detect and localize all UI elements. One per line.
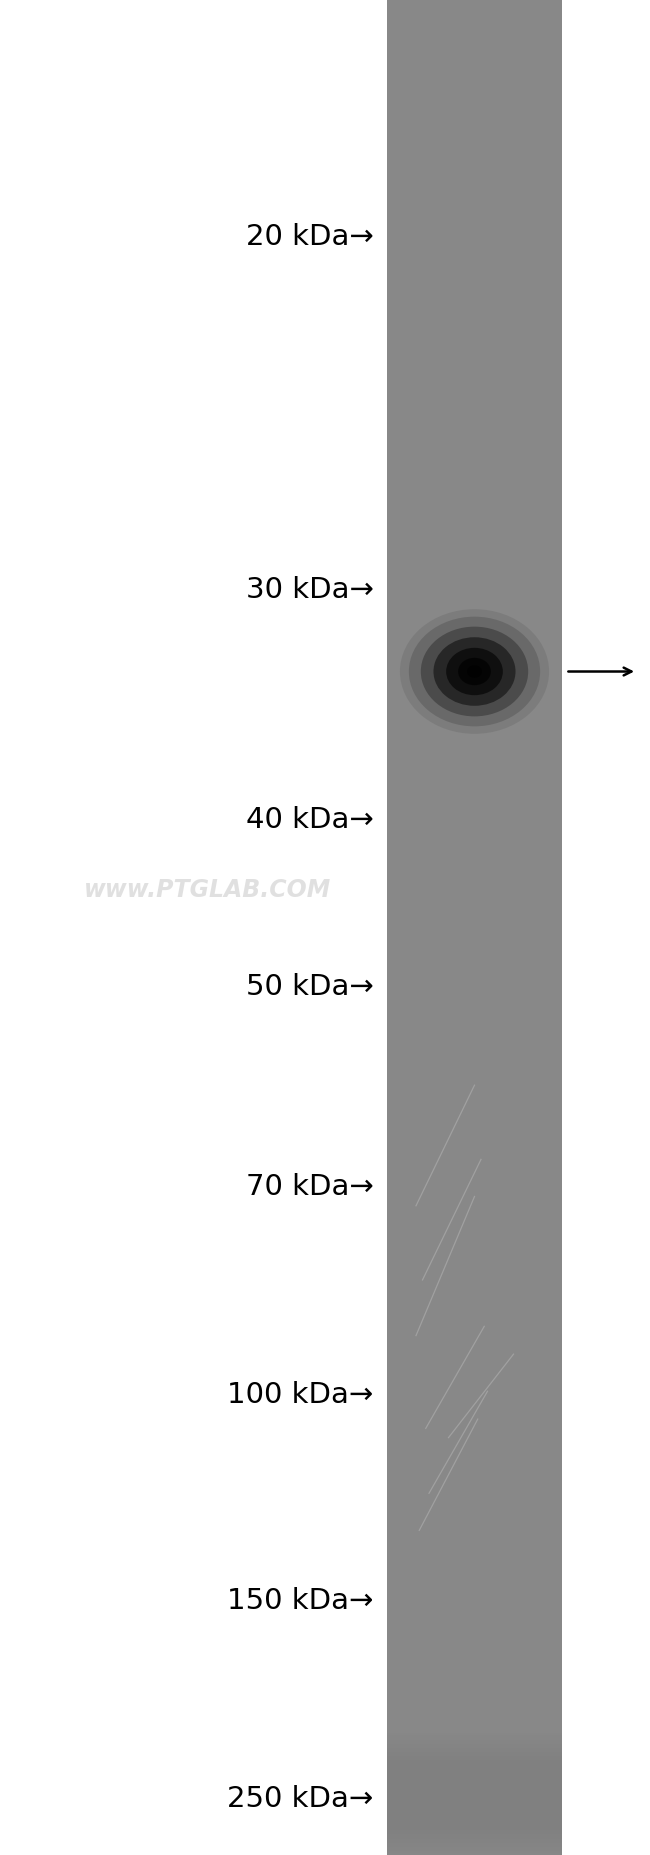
Text: 100 kDa→: 100 kDa→ [227,1380,374,1410]
Bar [387,1760,562,1822]
Ellipse shape [467,666,482,677]
Bar [387,1775,562,1836]
Ellipse shape [434,638,515,705]
Bar [387,1759,562,1820]
Bar [387,1740,562,1801]
Bar [387,1770,562,1833]
Bar [387,1783,562,1844]
Bar [387,1777,562,1838]
Bar [387,1751,562,1814]
Bar [387,1746,562,1807]
Bar [387,1766,562,1829]
Ellipse shape [421,627,528,716]
Bar [387,1768,562,1831]
Bar [387,1762,562,1823]
Bar [387,1757,562,1818]
Bar [387,1738,562,1799]
Bar [387,1794,562,1855]
Bar [387,1733,562,1796]
Text: 50 kDa→: 50 kDa→ [246,972,374,1002]
Text: 20 kDa→: 20 kDa→ [246,223,374,252]
Bar [387,1736,562,1797]
Bar [387,1792,562,1853]
Text: 70 kDa→: 70 kDa→ [246,1172,374,1202]
Text: 40 kDa→: 40 kDa→ [246,805,374,835]
Text: www.PTGLAB.COM: www.PTGLAB.COM [84,879,332,902]
Ellipse shape [409,616,540,727]
Text: 250 kDa→: 250 kDa→ [227,1785,374,1814]
Bar [387,1744,562,1805]
Bar [387,1764,562,1825]
Bar [387,1785,562,1848]
Bar [387,1749,562,1812]
Text: 30 kDa→: 30 kDa→ [246,575,374,605]
Text: 150 kDa→: 150 kDa→ [227,1586,374,1616]
Bar [387,1773,562,1835]
Ellipse shape [458,659,491,684]
Bar [387,1755,562,1816]
Bar [387,1742,562,1803]
Bar [387,1747,562,1810]
Ellipse shape [400,608,549,735]
Bar [387,0,562,1855]
Bar [387,1788,562,1851]
Bar [387,1781,562,1842]
Bar [387,1779,562,1840]
Ellipse shape [446,647,503,696]
Bar [387,1786,562,1849]
